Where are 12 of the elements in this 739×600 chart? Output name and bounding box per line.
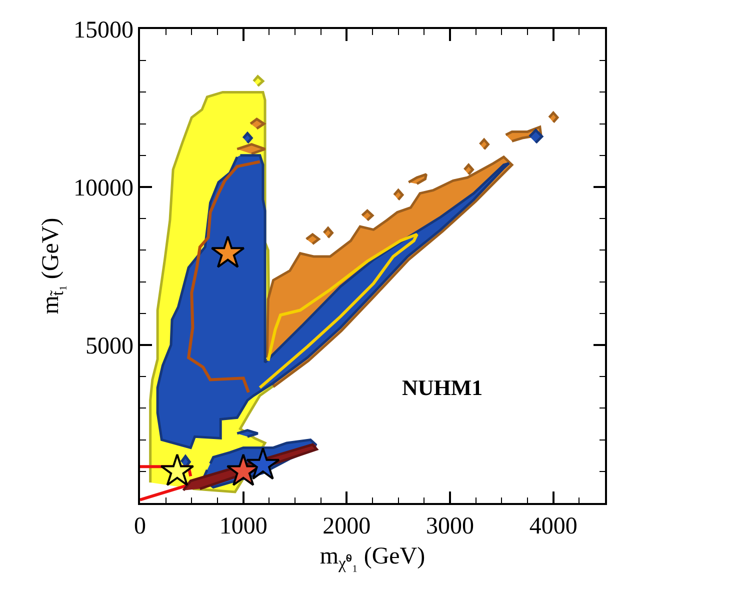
y-tick-label: 10000: [73, 175, 134, 202]
x-tick-label: 4000: [529, 514, 578, 540]
x-axis-title: m$_{χ̃⁰₁}$ (GeV): [320, 543, 426, 572]
annotation: NUHM1: [402, 375, 483, 400]
point: [210, 236, 245, 268]
y-tick-label: 5000: [85, 333, 134, 360]
x-tick-label: 0: [134, 514, 146, 540]
x-tick-label: 3000: [426, 514, 474, 540]
y-tick-label: 15000: [73, 17, 134, 44]
x-tick-label: 2000: [322, 514, 371, 540]
x-tick-label: 1000: [219, 514, 268, 540]
line-series: [187, 160, 262, 394]
